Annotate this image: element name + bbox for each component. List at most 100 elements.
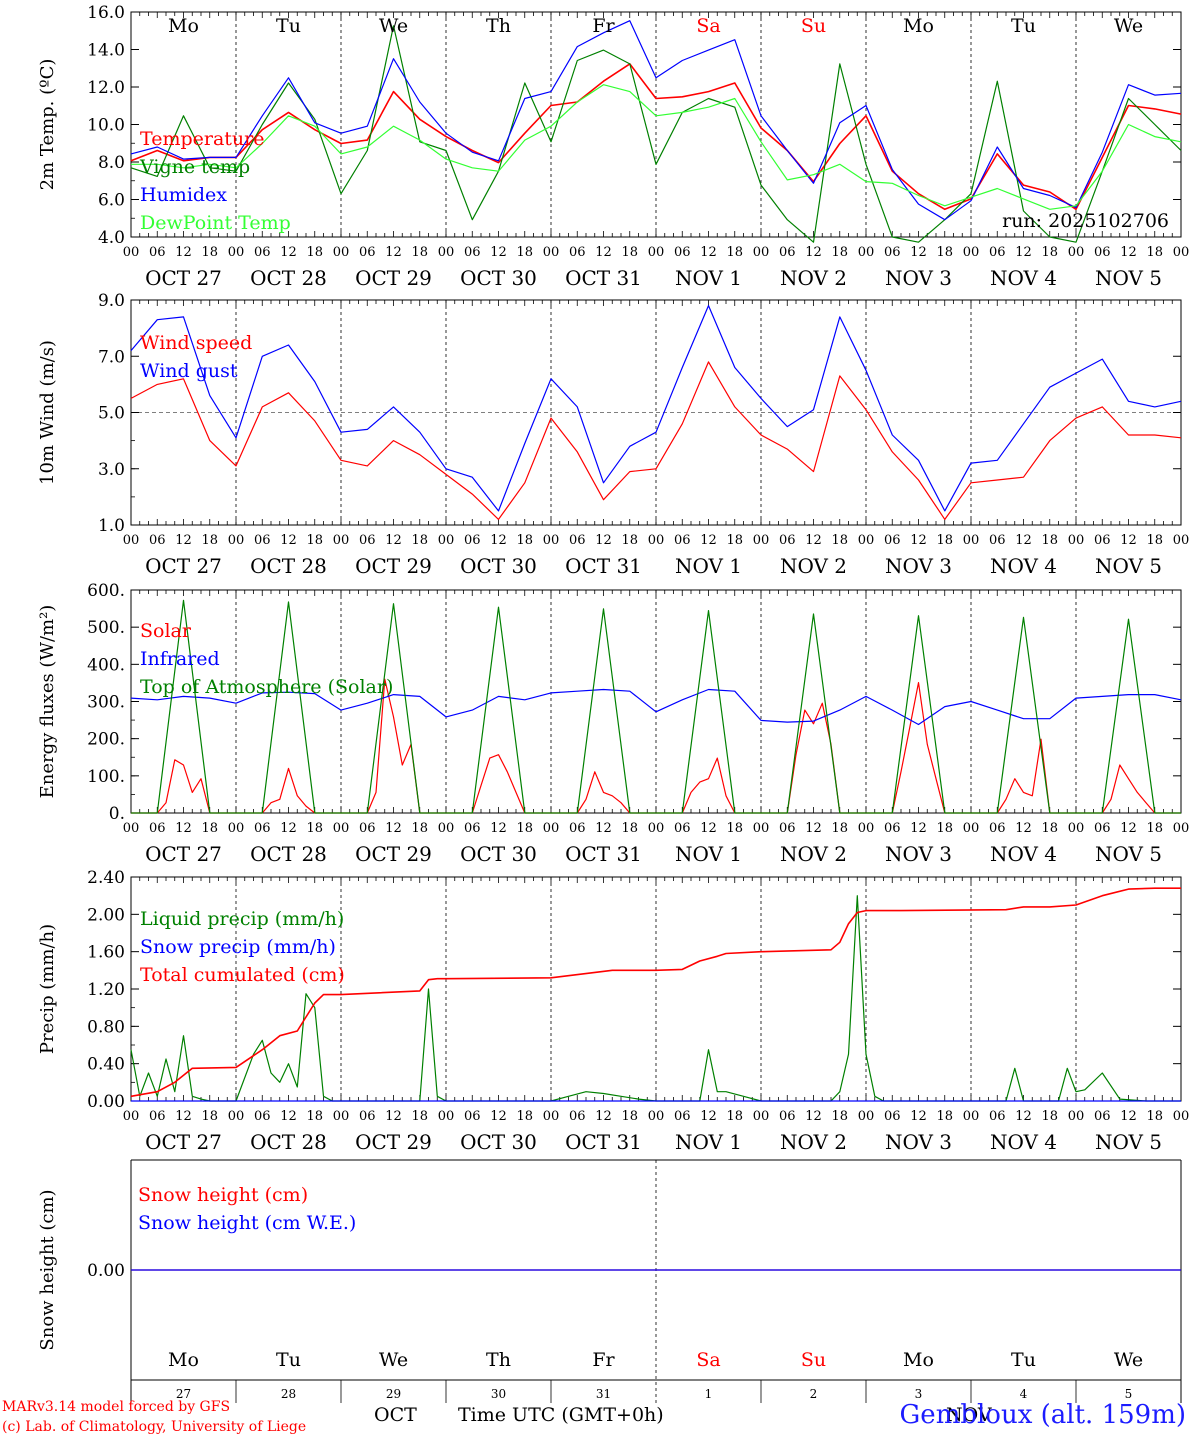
temp-date-label: OCT 28 — [250, 266, 327, 290]
precip-hour-label: 18 — [621, 1109, 638, 1124]
temp-hour-label: 00 — [1173, 245, 1190, 260]
temp-hour-label: 00 — [123, 245, 140, 260]
energy-legend-1: Infrared — [140, 648, 220, 670]
temp-date-label: OCT 30 — [460, 266, 537, 290]
temp-hour-label: 00 — [228, 245, 245, 260]
bottom-day-name: Su — [801, 1349, 826, 1371]
wind-hour-label: 12 — [805, 533, 822, 548]
wind-hour-label: 18 — [1146, 533, 1163, 548]
energy-hour-label: 00 — [1068, 821, 1085, 836]
temp-legend-3: DewPoint Temp — [140, 212, 291, 234]
wind-date-label: NOV 1 — [675, 554, 742, 578]
bottom-day-number: 5 — [1125, 1387, 1133, 1401]
wind-hour-label: 06 — [149, 533, 166, 548]
energy-hour-label: 00 — [228, 821, 245, 836]
wind-date-label: OCT 31 — [565, 554, 642, 578]
precip-hour-label: 00 — [753, 1109, 770, 1124]
temp-hour-label: 00 — [333, 245, 350, 260]
x-axis-title: Time UTC (GMT+0h) — [458, 1404, 664, 1426]
temp-hour-label: 06 — [989, 245, 1006, 260]
top-day-name: Tu — [1011, 15, 1036, 37]
temp-hour-label: 18 — [201, 245, 218, 260]
credit-line-2: (c) Lab. of Climatology, University of L… — [2, 1419, 307, 1435]
temp-y-tick-label: 10.0 — [87, 116, 125, 136]
temp-hour-label: 12 — [1120, 245, 1137, 260]
energy-hour-label: 12 — [805, 821, 822, 836]
temp-hour-label: 12 — [805, 245, 822, 260]
wind-date-label: NOV 4 — [990, 554, 1057, 578]
wind-hour-label: 06 — [1094, 533, 1111, 548]
top-day-name: Mo — [903, 15, 934, 37]
temp-y-tick-label: 16.0 — [87, 3, 125, 23]
temp-hour-label: 06 — [464, 245, 481, 260]
precip-hour-label: 12 — [805, 1109, 822, 1124]
temp-date-label: NOV 2 — [780, 266, 847, 290]
precip-y-tick-label: 2.00 — [87, 905, 125, 925]
wind-hour-label: 06 — [779, 533, 796, 548]
temp-hour-label: 12 — [595, 245, 612, 260]
temp-date-label: OCT 29 — [355, 266, 432, 290]
bottom-day-number: 4 — [1020, 1387, 1028, 1401]
wind-hour-label: 06 — [989, 533, 1006, 548]
wind-series-1 — [130, 305, 1182, 512]
wind-date-label: OCT 28 — [250, 554, 327, 578]
energy-date-label: NOV 5 — [1095, 842, 1162, 866]
temp-hour-label: 12 — [910, 245, 927, 260]
precip-hour-label: 06 — [569, 1109, 586, 1124]
snow-y-axis-label: Snow height (cm) — [37, 1189, 58, 1350]
bottom-day-number: 27 — [176, 1387, 191, 1401]
energy-y-axis-label: Energy fluxes (W/m²) — [37, 605, 58, 799]
temp-series-0 — [130, 63, 1182, 211]
precip-hour-label: 06 — [1094, 1109, 1111, 1124]
energy-hour-label: 18 — [1146, 821, 1163, 836]
bottom-day-name: Th — [486, 1349, 511, 1371]
wind-y-tick-label: 9.0 — [98, 291, 125, 311]
precip-hour-label: 18 — [726, 1109, 743, 1124]
energy-hour-label: 18 — [516, 821, 533, 836]
wind-hour-label: 18 — [201, 533, 218, 548]
wind-hour-label: 06 — [359, 533, 376, 548]
wind-hour-label: 12 — [175, 533, 192, 548]
energy-hour-label: 06 — [779, 821, 796, 836]
precip-date-label: OCT 29 — [355, 1130, 432, 1154]
precip-hour-label: 00 — [648, 1109, 665, 1124]
precip-date-label: NOV 2 — [780, 1130, 847, 1154]
temp-hour-label: 00 — [1068, 245, 1085, 260]
temp-date-label: OCT 31 — [565, 266, 642, 290]
temp-hour-label: 12 — [385, 245, 402, 260]
precip-date-label: OCT 28 — [250, 1130, 327, 1154]
energy-hour-label: 06 — [254, 821, 271, 836]
energy-hour-label: 12 — [280, 821, 297, 836]
wind-series-0 — [130, 361, 1182, 521]
bottom-day-number: 30 — [491, 1387, 506, 1401]
precip-date-label: OCT 27 — [145, 1130, 222, 1154]
temp-hour-label: 00 — [858, 245, 875, 260]
run-label: run: 2025102706 — [1002, 210, 1169, 232]
precip-date-label: NOV 4 — [990, 1130, 1057, 1154]
bottom-day-name: Sa — [696, 1349, 720, 1371]
snow-legend-1: Snow height (cm W.E.) — [138, 1212, 356, 1234]
energy-frame — [130, 589, 1182, 814]
temp-hour-label: 12 — [175, 245, 192, 260]
wind-y-tick-label: 5.0 — [98, 404, 125, 424]
precip-hour-label: 18 — [306, 1109, 323, 1124]
top-day-name: Tu — [276, 15, 301, 37]
temp-date-label: NOV 3 — [885, 266, 952, 290]
wind-date-label: OCT 30 — [460, 554, 537, 578]
temp-hour-label: 00 — [648, 245, 665, 260]
temp-y-tick-label: 14.0 — [87, 41, 125, 61]
bottom-day-number: 1 — [705, 1387, 713, 1401]
wind-y-axis-label: 10m Wind (m/s) — [37, 340, 58, 485]
temp-hour-label: 18 — [936, 245, 953, 260]
wind-date-label: OCT 29 — [355, 554, 432, 578]
precip-y-tick-label: 0.80 — [87, 1017, 125, 1037]
energy-hour-label: 18 — [1041, 821, 1058, 836]
bottom-day-name: Mo — [168, 1349, 199, 1371]
precip-hour-label: 18 — [936, 1109, 953, 1124]
precip-y-tick-label: 1.20 — [87, 980, 125, 1000]
temp-y-tick-label: 12.0 — [87, 78, 125, 98]
precip-hour-label: 06 — [149, 1109, 166, 1124]
temp-y-tick-label: 8.0 — [98, 153, 125, 173]
precip-hour-label: 12 — [910, 1109, 927, 1124]
